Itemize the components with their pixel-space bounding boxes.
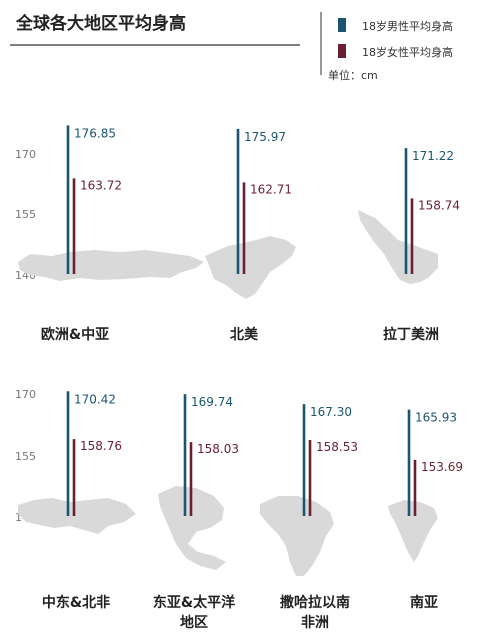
region-europe-central-asia: 176.85 163.72 欧洲&中亚 bbox=[41, 125, 122, 343]
value-male-europe-central-asia: 176.85 bbox=[74, 126, 116, 140]
legend-label-male: 18岁男性平均身高 bbox=[362, 19, 453, 33]
region-label-sub-saharan-africa-line1: 撒哈拉以南 bbox=[280, 594, 350, 611]
value-male-east-asia-pacific: 169.74 bbox=[191, 395, 233, 409]
map-europe-central-asia bbox=[18, 250, 204, 281]
region-label-latin-america: 拉丁美洲 bbox=[383, 326, 439, 343]
region-label-east-asia-pacific-line2: 地区 bbox=[180, 614, 208, 631]
value-female-middle-east-north-africa: 158.76 bbox=[80, 439, 122, 453]
tick-155-row2: 155 bbox=[15, 450, 36, 463]
region-east-asia-pacific: 169.74 158.03 东亚&太平洋 地区 bbox=[153, 394, 239, 631]
legend-label-female: 18岁女性平均身高 bbox=[362, 45, 453, 59]
legend-swatch-male bbox=[338, 18, 346, 32]
value-female-south-asia: 153.69 bbox=[421, 460, 463, 474]
map-latin-america bbox=[358, 210, 438, 284]
map-east-asia-pacific bbox=[158, 486, 226, 570]
map-south-asia bbox=[388, 500, 438, 562]
tick-155-row1: 155 bbox=[15, 208, 36, 221]
region-north-america: 175.97 162.71 北美 bbox=[230, 128, 292, 343]
map-north-america bbox=[205, 236, 296, 299]
region-south-asia: 165.93 153.69 南亚 bbox=[407, 409, 463, 611]
value-male-middle-east-north-africa: 170.42 bbox=[74, 392, 116, 406]
region-middle-east-north-africa: 170.42 158.76 中东&北非 bbox=[42, 391, 122, 611]
value-male-latin-america: 171.22 bbox=[412, 149, 454, 163]
value-female-latin-america: 158.74 bbox=[418, 198, 460, 212]
chart-title: 全球各大地区平均身高 bbox=[15, 13, 186, 34]
region-label-east-asia-pacific-line1: 东亚&太平洋 bbox=[153, 594, 235, 611]
unit-label: 单位：cm bbox=[328, 68, 378, 82]
value-female-north-america: 162.71 bbox=[250, 182, 292, 196]
tick-170-row2: 170 bbox=[15, 388, 36, 401]
legend-swatch-female bbox=[338, 44, 346, 58]
region-label-europe-central-asia: 欧洲&中亚 bbox=[41, 326, 109, 343]
tick-170-row1: 170 bbox=[15, 148, 36, 161]
region-label-north-america: 北美 bbox=[230, 326, 259, 343]
value-male-sub-saharan-africa: 167.30 bbox=[310, 405, 352, 419]
region-label-south-asia: 南亚 bbox=[410, 594, 438, 611]
value-female-sub-saharan-africa: 158.53 bbox=[316, 440, 358, 454]
value-female-east-asia-pacific: 158.03 bbox=[197, 442, 239, 456]
map-sub-saharan-africa bbox=[260, 496, 334, 576]
value-female-europe-central-asia: 163.72 bbox=[80, 178, 122, 192]
map-middle-east-north-africa bbox=[18, 498, 136, 534]
value-male-north-america: 175.97 bbox=[244, 130, 286, 144]
region-label-middle-east-north-africa: 中东&北非 bbox=[42, 594, 110, 611]
value-male-south-asia: 165.93 bbox=[415, 411, 457, 425]
region-label-sub-saharan-africa-line2: 非洲 bbox=[301, 614, 329, 631]
region-sub-saharan-africa: 167.30 158.53 撒哈拉以南 非洲 bbox=[280, 404, 358, 631]
region-latin-america: 171.22 158.74 拉丁美洲 bbox=[383, 148, 460, 343]
